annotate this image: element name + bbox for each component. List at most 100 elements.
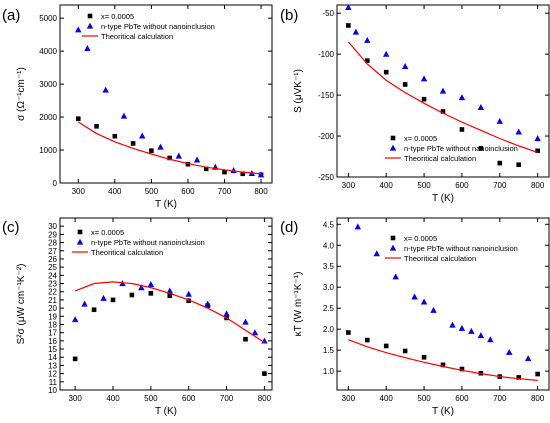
data-point-square	[516, 375, 522, 380]
data-point-square	[240, 171, 246, 177]
data-point-triangle	[345, 4, 352, 11]
legend-label: x= 0.0005	[91, 228, 124, 237]
x-tick-label: 300	[72, 187, 86, 196]
x-tick-label: 400	[380, 394, 394, 403]
data-point-square	[186, 298, 192, 304]
data-point-triangle	[138, 284, 145, 291]
data-point-square	[72, 356, 78, 362]
y-axis-label: S (μVK⁻¹)	[293, 69, 304, 113]
y-tick-label: 29	[48, 230, 57, 239]
data-point-square	[148, 291, 154, 296]
theory-curve	[348, 339, 538, 381]
data-point-triangle	[439, 87, 447, 94]
legend-label: x= 0.0005	[404, 234, 437, 243]
legend-triangle-swatch	[86, 22, 94, 29]
data-point-square	[383, 69, 389, 75]
y-tick-label: 15	[48, 345, 57, 354]
data-point-square	[346, 23, 351, 28]
data-point-triangle	[352, 28, 360, 35]
y-tick-label: -200	[318, 132, 335, 141]
y-tick-label: 16	[48, 337, 57, 346]
data-point-triangle	[392, 273, 399, 280]
x-tick-label: 700	[218, 187, 232, 196]
theory-curve	[347, 41, 538, 153]
legend-square-swatch	[390, 135, 396, 141]
data-point-square	[185, 161, 191, 167]
x-tick-label: 400	[106, 394, 120, 403]
panel-label: (c)	[2, 219, 20, 236]
data-point-triangle	[458, 94, 466, 101]
data-point-triangle	[401, 63, 409, 70]
data-point-triangle	[81, 300, 88, 307]
data-point-triangle	[71, 316, 79, 323]
x-tick-label: 700	[493, 394, 507, 403]
legend-label: Theoritical calculation	[404, 254, 476, 263]
data-point-square	[149, 148, 154, 153]
y-tick-label: 20	[48, 304, 57, 313]
data-point-square	[402, 82, 408, 87]
data-point-square	[167, 155, 172, 161]
data-point-triangle	[242, 318, 249, 325]
data-point-square	[535, 371, 540, 377]
y-tick-label: 3.0	[323, 283, 335, 292]
x-tick-label: 600	[455, 394, 469, 403]
plot-frame	[336, 217, 550, 391]
data-point-triangle	[147, 280, 155, 287]
data-point-triangle	[75, 26, 82, 33]
data-point-triangle	[230, 167, 237, 174]
panel-label: (a)	[2, 7, 20, 24]
data-point-square	[497, 160, 503, 166]
data-point-square	[364, 58, 370, 63]
x-tick-label: 800	[258, 394, 272, 403]
y-tick-label: 4000	[39, 47, 57, 56]
legend-label: x= 0.0005	[101, 12, 134, 21]
data-point-square	[421, 96, 427, 102]
y-axis-label: κT (W m⁻¹K⁻¹)	[293, 272, 304, 337]
x-tick-label: 800	[254, 187, 268, 196]
data-point-square	[262, 371, 267, 376]
data-point-square	[478, 146, 484, 151]
x-tick-label: 300	[342, 181, 356, 190]
legend-label: Theoritical calculation	[101, 32, 173, 41]
data-point-square	[94, 124, 99, 129]
plot-frame	[336, 4, 550, 178]
data-point-square	[535, 148, 540, 154]
y-tick-label: 4.5	[323, 220, 335, 229]
y-tick-label: 4.0	[323, 241, 335, 250]
data-point-triangle	[515, 128, 522, 135]
y-tick-label: 0	[53, 179, 58, 188]
x-tick-label: 400	[108, 187, 122, 196]
legend-label: n-type PbTe without nanoinclusion	[404, 144, 518, 153]
panel-label: (b)	[280, 7, 298, 24]
legend-label: Theoritical calculation	[91, 248, 163, 257]
y-tick-label: -150	[318, 91, 335, 100]
y-tick-label: 27	[48, 247, 57, 256]
data-point-triangle	[223, 310, 230, 317]
data-point-triangle	[477, 332, 485, 339]
legend-label: n-type PbTe without nanoinclusion	[101, 22, 215, 31]
data-point-square	[203, 166, 209, 172]
data-point-square	[167, 293, 173, 299]
x-tick-label: 500	[417, 181, 431, 190]
legend-label: n-type PbTe without nanoinclusion	[91, 238, 205, 247]
panel-0: (a) 300 400 500 600 700 800 0 1000 2000 3000 4000 50…	[2, 4, 273, 210]
data-point-triangle	[157, 143, 164, 150]
x-tick-label: 600	[455, 181, 469, 190]
data-point-triangle	[383, 50, 390, 57]
y-tick-label: 10	[48, 386, 57, 395]
data-point-triangle	[487, 336, 494, 343]
legend-triangle-swatch	[389, 244, 397, 251]
data-point-triangle	[204, 300, 211, 307]
panel-1: (b) 300 400 500 600 700 800 -250 -200 -150 -100 -50…	[280, 4, 550, 204]
y-tick-label: 3.5	[323, 262, 335, 271]
data-point-square	[459, 127, 465, 132]
data-point-triangle	[251, 329, 259, 336]
y-tick-label: 24	[48, 271, 57, 280]
data-point-triangle	[468, 327, 475, 334]
theory-curve	[74, 281, 265, 343]
y-tick-label: 23	[48, 280, 57, 289]
y-tick-label: 18	[48, 320, 57, 329]
x-tick-label: 600	[181, 187, 195, 196]
